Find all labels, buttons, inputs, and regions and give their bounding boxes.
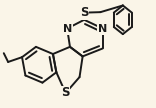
Text: N: N: [98, 24, 107, 34]
Text: S: S: [61, 87, 70, 99]
Text: S: S: [80, 6, 88, 19]
Text: N: N: [63, 24, 72, 34]
